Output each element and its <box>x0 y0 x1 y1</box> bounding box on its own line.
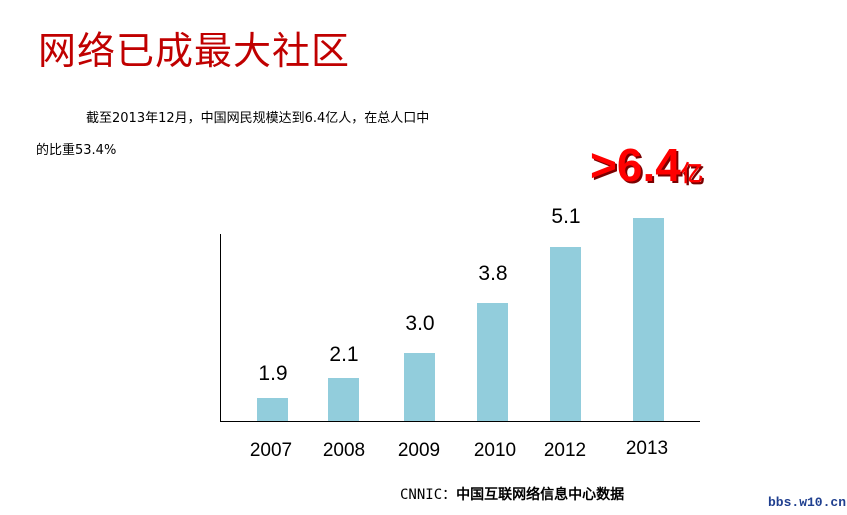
category-label: 2013 <box>625 438 669 459</box>
summary-line-2: 的比重53.4% <box>36 143 117 158</box>
highlight-value: >6.4 <box>590 139 681 191</box>
data-source: CNNIC：中国互联网络信息中心数据 <box>400 484 624 504</box>
value-label: 2.1 <box>329 343 359 366</box>
highlight-figure: >6.4亿 <box>590 138 703 192</box>
category-label: 2010 <box>473 440 517 461</box>
value-label: 1.9 <box>258 362 288 385</box>
category-label: 2012 <box>543 440 587 461</box>
source-name: 中国互联网络信息中心数据 <box>456 487 625 503</box>
summary-line-1: 截至2013年12月，中国网民规模达到6.4亿人，在总人口中 <box>86 111 430 126</box>
y-axis <box>220 234 221 422</box>
slide-title: 网络已成最大社区 <box>38 29 351 73</box>
highlight-unit: 亿 <box>680 161 703 186</box>
bar-2007 <box>257 398 288 421</box>
bar-2012 <box>550 247 581 421</box>
value-label: 3.0 <box>405 312 435 335</box>
category-label: 2009 <box>397 440 441 461</box>
value-label: 5.1 <box>551 205 581 228</box>
x-axis <box>220 421 700 422</box>
category-label: 2007 <box>249 440 293 461</box>
bar-2009 <box>404 353 435 421</box>
value-label: 3.8 <box>478 262 508 285</box>
watermark: bbs.w10.cn <box>768 495 847 510</box>
bar-2008 <box>328 378 359 421</box>
bar-2010 <box>477 303 508 421</box>
source-prefix: CNNIC： <box>400 487 457 503</box>
category-label: 2008 <box>322 440 366 461</box>
bar-2013 <box>633 218 664 421</box>
